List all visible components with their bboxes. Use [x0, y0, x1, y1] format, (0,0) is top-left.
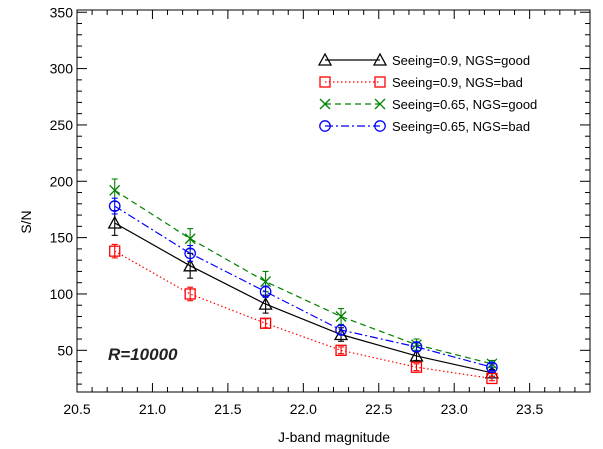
legend-entry-3: Seeing=0.65, NGS=good: [319, 97, 537, 112]
x-tick-label: 20.5: [63, 401, 90, 417]
data-point: [486, 361, 498, 374]
data-point: [109, 245, 121, 257]
data-point: [183, 258, 198, 272]
legend-marker: [319, 98, 331, 110]
resolution-annotation: R=10000: [108, 345, 178, 364]
data-point: [184, 247, 197, 260]
data-point: [184, 233, 196, 245]
legend-label: Seeing=0.65, NGS=good: [392, 97, 537, 112]
x-tick-label: 23.5: [516, 401, 543, 417]
legend-label: Seeing=0.9, NGS=good: [392, 53, 530, 68]
legend-label: Seeing=0.9, NGS=bad: [392, 75, 523, 90]
x-tick-label: 21.0: [139, 401, 166, 417]
data-point: [107, 215, 122, 229]
data-point: [335, 344, 347, 356]
series-line: [114, 250, 492, 380]
legend-entry-2: Seeing=0.9, NGS=bad: [319, 75, 523, 90]
legend-marker: [374, 98, 386, 110]
legend-marker: [319, 120, 331, 132]
series-2: [109, 243, 498, 385]
data-point: [108, 200, 121, 212]
legend-entry-4: Seeing=0.65, NGS=bad: [319, 119, 530, 134]
series-4: [108, 197, 498, 374]
x-tick-label: 23.0: [441, 401, 468, 417]
data-point: [259, 317, 272, 329]
x-tick-label: 22.5: [365, 401, 392, 417]
data-point: [410, 361, 423, 373]
series-3: [109, 178, 498, 370]
data-point: [109, 184, 121, 196]
y-tick-label: 200: [50, 173, 74, 189]
y-tick-label: 150: [50, 230, 74, 246]
x-axis-label: J-band magnitude: [278, 429, 390, 445]
data-point: [260, 276, 272, 288]
legend-label: Seeing=0.65, NGS=bad: [392, 119, 530, 134]
y-tick-label: 300: [50, 61, 74, 77]
data-point: [335, 324, 347, 336]
legend-marker: [374, 76, 386, 88]
y-tick-label: 350: [50, 4, 74, 20]
legend-marker: [372, 52, 388, 66]
data-point: [409, 348, 424, 362]
y-tick-label: 100: [50, 286, 74, 302]
legend-entry-1: Seeing=0.9, NGS=good: [317, 52, 530, 68]
data-point: [259, 285, 272, 298]
x-tick-label: 21.5: [214, 401, 241, 417]
x-tick-label: 22.0: [290, 401, 317, 417]
data-point: [410, 341, 423, 353]
data-point: [486, 372, 498, 385]
y-tick-label: 50: [57, 342, 73, 358]
legend-marker: [317, 52, 333, 66]
data-point: [335, 311, 347, 322]
series-line: [114, 205, 493, 368]
series-line: [114, 222, 493, 374]
legend-marker: [319, 76, 331, 88]
y-tick-label: 250: [50, 117, 74, 133]
y-axis-label: S/N: [18, 210, 34, 233]
legend-marker: [374, 120, 386, 132]
data-point: [258, 296, 273, 310]
data-point: [184, 288, 196, 300]
series-line: [114, 189, 493, 365]
